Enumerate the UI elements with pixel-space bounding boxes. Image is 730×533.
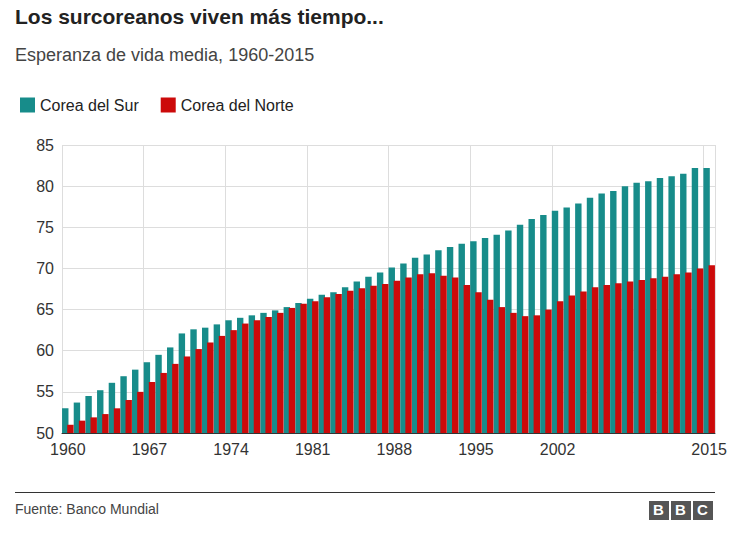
svg-text:1981: 1981: [295, 441, 331, 458]
svg-text:1974: 1974: [213, 441, 249, 458]
svg-text:55: 55: [36, 383, 54, 400]
svg-text:50: 50: [36, 425, 54, 442]
svg-text:1967: 1967: [132, 441, 168, 458]
svg-text:2015: 2015: [691, 441, 727, 458]
svg-text:Corea del Sur: Corea del Sur: [40, 97, 139, 114]
svg-text:2002: 2002: [540, 441, 576, 458]
svg-text:Esperanza de vida media, 1960-: Esperanza de vida media, 1960-2015: [15, 45, 314, 65]
svg-text:Los surcoreanos viven más tiem: Los surcoreanos viven más tiempo...: [15, 5, 384, 28]
svg-text:C: C: [697, 501, 708, 518]
svg-text:60: 60: [36, 342, 54, 359]
svg-text:75: 75: [36, 219, 54, 236]
svg-text:65: 65: [36, 301, 54, 318]
svg-text:85: 85: [36, 137, 54, 154]
svg-text:B: B: [675, 501, 686, 518]
svg-text:70: 70: [36, 260, 54, 277]
svg-text:1988: 1988: [377, 441, 413, 458]
svg-text:80: 80: [36, 178, 54, 195]
svg-text:Fuente: Banco Mundial: Fuente: Banco Mundial: [15, 501, 159, 517]
svg-text:Corea del Norte: Corea del Norte: [181, 97, 294, 114]
svg-text:B: B: [653, 501, 664, 518]
svg-text:1960: 1960: [50, 441, 86, 458]
svg-text:1995: 1995: [458, 441, 494, 458]
